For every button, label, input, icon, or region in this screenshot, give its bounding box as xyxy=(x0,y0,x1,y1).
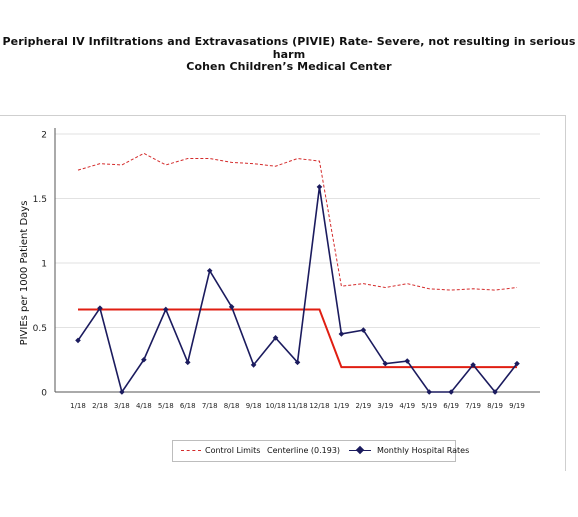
y-tick-label: 0 xyxy=(41,389,47,399)
monthly-rate-point xyxy=(316,184,323,190)
monthly-rate-point xyxy=(119,389,125,395)
x-tick-label: 8/19 xyxy=(487,402,503,410)
monthly-rate-point xyxy=(75,337,81,344)
x-tick-label: 4/19 xyxy=(399,402,415,410)
legend-monthly-marker xyxy=(355,445,365,455)
monthly-rate-point xyxy=(514,360,520,367)
y-tick-label: 1.5 xyxy=(33,195,47,205)
monthly-rate-point xyxy=(426,389,432,395)
monthly-rate-point xyxy=(97,305,103,311)
x-tick-label: 11/18 xyxy=(287,402,307,410)
legend-centerline-label: Centerline (0.193) xyxy=(267,446,341,455)
y-tick-label: 1 xyxy=(41,260,47,270)
y-tick-label: 2 xyxy=(41,131,47,141)
chart-subtitle: Cohen Children’s Medical Center xyxy=(186,60,392,73)
monthly-rate-point xyxy=(492,389,498,395)
monthly-rate-point xyxy=(184,359,191,366)
monthly-rate-point xyxy=(163,306,169,313)
chart-legend: Control Limits Centerline (0.193) Monthl… xyxy=(172,440,469,462)
legend-control-limits-label: Control Limits xyxy=(205,446,261,455)
y-tick-label: 0.5 xyxy=(33,324,47,334)
monthly-rate-point xyxy=(382,360,389,367)
monthly-rate-point xyxy=(141,356,147,363)
monthly-rate-point xyxy=(206,267,213,274)
x-tick-label: 12/18 xyxy=(309,402,329,410)
monthly-rate-point xyxy=(404,358,411,364)
x-tick-label: 2/19 xyxy=(355,402,371,410)
series-control-limits xyxy=(77,152,518,291)
monthly-rate-point xyxy=(360,327,367,333)
legend-monthly-label: Monthly Hospital Rates xyxy=(377,446,470,455)
x-tick-label: 1/19 xyxy=(334,402,350,410)
series-centerline xyxy=(78,308,517,369)
x-tick-label: 8/18 xyxy=(224,402,240,410)
monthly-rate-point xyxy=(470,362,476,368)
x-tick-label: 3/18 xyxy=(114,402,130,410)
monthly-rate-point xyxy=(228,304,235,310)
x-tick-label: 6/18 xyxy=(180,402,196,410)
monthly-rate-point xyxy=(250,362,257,368)
x-tick-label: 3/19 xyxy=(377,402,393,410)
monthly-rate-point xyxy=(294,359,301,366)
monthly-rate-point xyxy=(272,335,279,341)
chart-title: Peripheral IV Infiltrations and Extravas… xyxy=(2,35,576,61)
monthly-rate-point xyxy=(338,331,345,337)
legend-control-limits-swatch xyxy=(181,450,201,451)
x-tick-label: 5/19 xyxy=(421,402,437,410)
x-tick-label: 1/18 xyxy=(70,402,86,410)
x-tick-label: 5/18 xyxy=(158,402,174,410)
x-tick-label: 2/18 xyxy=(92,402,108,410)
monthly-rate-point xyxy=(448,389,454,395)
chart-frame xyxy=(0,115,566,471)
y-axis-label: PIVIEs per 1000 Patient Days xyxy=(19,201,30,346)
x-tick-label: 10/18 xyxy=(265,402,285,410)
x-tick-label: 7/18 xyxy=(202,402,218,410)
x-tick-label: 7/19 xyxy=(465,402,481,410)
x-tick-label: 4/18 xyxy=(136,402,152,410)
x-tick-label: 6/19 xyxy=(443,402,459,410)
x-tick-label: 9/18 xyxy=(246,402,262,410)
x-tick-label: 9/19 xyxy=(509,402,525,410)
